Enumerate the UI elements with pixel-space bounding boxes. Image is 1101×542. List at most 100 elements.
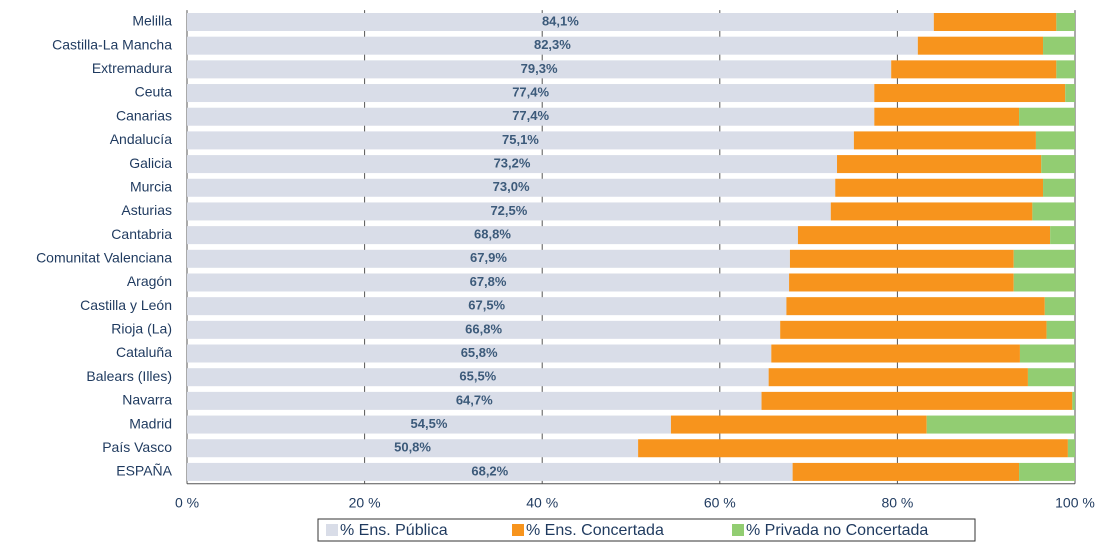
bar-segment <box>1019 462 1075 481</box>
y-tick-label: Melilla <box>132 13 172 29</box>
bar-segment <box>835 178 1044 197</box>
bar-segment <box>789 249 1014 268</box>
bar-segment <box>1072 391 1075 410</box>
bar-segment <box>853 131 1036 150</box>
value-label: 67,8% <box>470 274 507 289</box>
y-tick-label: Aragón <box>127 273 172 289</box>
bar-segment <box>187 368 769 387</box>
bar-segment <box>187 320 781 339</box>
bar-segment <box>1013 249 1075 268</box>
bar-segment <box>187 13 934 31</box>
value-label: 64,7% <box>456 392 493 407</box>
bar-segment <box>768 368 1028 387</box>
value-label: 73,0% <box>493 179 530 194</box>
bar-segment <box>830 202 1033 221</box>
bar-segment <box>1043 36 1075 55</box>
y-tick-label: Balears (Illes) <box>86 368 172 384</box>
bar-segment <box>187 297 787 316</box>
legend-label: % Ens. Pública <box>340 522 448 539</box>
bar-segment <box>187 202 831 221</box>
bar-segment <box>1019 344 1075 363</box>
y-tick-label: Cataluña <box>116 344 172 360</box>
x-tick-label: 20 % <box>349 494 381 510</box>
bar-segment <box>1056 13 1075 31</box>
bar-segment <box>1046 320 1075 339</box>
bar-segment <box>891 60 1057 79</box>
value-label: 72,5% <box>490 203 527 218</box>
value-label: 68,2% <box>471 463 508 478</box>
y-tick-label: Murcia <box>130 178 172 194</box>
bar-segment <box>187 249 790 268</box>
legend-swatch <box>732 524 744 536</box>
bar-segment <box>187 415 671 434</box>
bar-segment <box>1050 226 1075 245</box>
bar-segment <box>187 107 875 126</box>
value-label: 84,1% <box>542 13 579 28</box>
bar-segment <box>1035 131 1075 150</box>
value-label: 54,5% <box>411 416 448 431</box>
bar-segment <box>1013 273 1075 292</box>
bar-segment <box>187 226 798 245</box>
bar-segment <box>187 36 918 55</box>
y-tick-label: Asturias <box>121 202 172 218</box>
y-tick-label: Galicia <box>129 155 172 171</box>
legend-swatch <box>512 524 524 536</box>
bar-segment <box>1067 439 1075 458</box>
bar-segment <box>1019 107 1075 126</box>
x-tick-label: 40 % <box>526 494 558 510</box>
bar-segment <box>786 297 1045 316</box>
bar-segment <box>1056 60 1075 79</box>
value-label: 79,3% <box>521 61 558 76</box>
y-tick-label: País Vasco <box>102 439 172 455</box>
legend-swatch <box>326 524 338 536</box>
bar-segment <box>187 439 639 458</box>
y-tick-label: Extremadura <box>92 60 172 76</box>
bar-segment <box>187 131 854 150</box>
y-tick-label: Castilla-La Mancha <box>52 36 172 52</box>
value-label: 77,4% <box>512 108 549 123</box>
bar-segment <box>792 462 1020 481</box>
bar-segment <box>933 13 1057 31</box>
value-label: 73,2% <box>494 156 531 171</box>
bar-segment <box>789 273 1014 292</box>
value-label: 50,8% <box>394 440 431 455</box>
legend-box <box>317 518 976 542</box>
y-tick-label: Cantabria <box>111 226 172 242</box>
bar-segment <box>187 344 772 363</box>
bar-segment <box>837 155 1042 174</box>
value-label: 65,8% <box>461 345 498 360</box>
bar-segment <box>187 178 836 197</box>
bar-segment <box>1032 202 1075 221</box>
bar-segment <box>187 84 875 103</box>
bar-segment <box>187 60 892 79</box>
value-label: 65,5% <box>459 369 496 384</box>
x-tick-label: 100 % <box>1055 494 1095 510</box>
x-tick-label: 80 % <box>881 494 913 510</box>
value-label: 68,8% <box>474 227 511 242</box>
y-tick-label: Madrid <box>129 415 172 431</box>
bar-segment <box>761 391 1073 410</box>
bar-segment <box>187 462 793 481</box>
bar-segment <box>187 391 762 410</box>
value-label: 66,8% <box>465 321 502 336</box>
value-label: 67,5% <box>468 298 505 313</box>
y-tick-label: ESPAÑA <box>116 463 172 479</box>
value-label: 77,4% <box>512 84 549 99</box>
value-label: 82,3% <box>534 37 571 52</box>
x-tick-label: 0 % <box>175 494 199 510</box>
x-tick-label: 60 % <box>704 494 736 510</box>
bar-segment <box>780 320 1047 339</box>
bar-segment <box>187 155 838 174</box>
bar-segment <box>670 415 927 434</box>
bar-segment <box>1027 368 1075 387</box>
bar-segment <box>1044 297 1075 316</box>
bar-segment <box>771 344 1020 363</box>
bar-segment <box>1041 155 1075 174</box>
y-tick-label: Rioja (La) <box>111 321 172 337</box>
legend-label: % Ens. Concertada <box>526 522 664 539</box>
bar-segment <box>1065 84 1075 103</box>
y-tick-label: Canarias <box>116 107 172 123</box>
y-tick-label: Andalucía <box>110 131 172 147</box>
bar-segment <box>874 84 1066 103</box>
bar-segment <box>638 439 1068 458</box>
